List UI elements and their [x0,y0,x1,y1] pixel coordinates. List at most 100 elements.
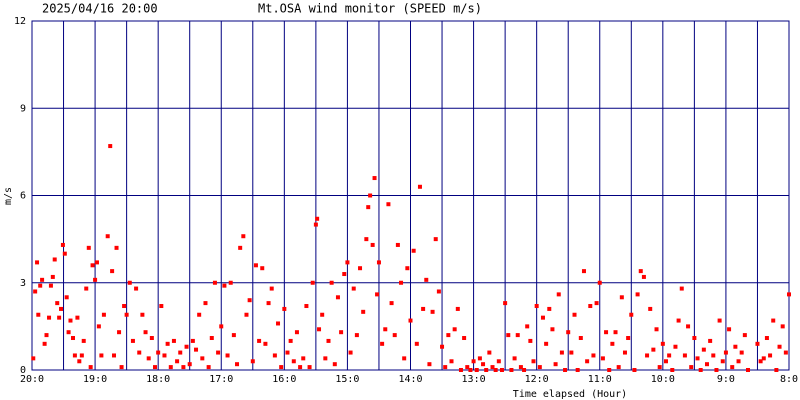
point [64,295,69,300]
point [679,286,684,291]
point [181,365,186,370]
point [57,315,62,320]
point [266,301,271,306]
point [556,292,561,297]
point [108,144,113,149]
point [411,248,416,253]
point [704,362,709,367]
point [490,365,495,370]
point [339,330,344,335]
point [59,306,64,311]
point [780,324,785,329]
point [159,304,164,309]
point [399,280,404,285]
point [711,353,716,358]
point [149,336,154,341]
point [645,353,650,358]
point [783,350,788,355]
point [358,266,363,271]
point [455,306,460,311]
point [156,350,161,355]
point [99,353,104,358]
point [563,368,568,372]
point [130,338,135,343]
point [372,176,377,181]
point [619,295,624,300]
point [522,368,527,372]
point [613,330,618,335]
point [329,280,334,285]
point [600,356,605,361]
point [310,280,315,285]
point [351,286,356,291]
point [335,295,340,300]
point [348,350,353,355]
point [651,347,656,352]
point [81,338,86,343]
point [298,365,303,370]
point [315,216,320,221]
point [241,234,246,239]
point [481,362,486,367]
x-tick-label: 16:0 [272,374,296,385]
point [585,359,590,364]
point [247,298,252,303]
point [635,292,640,297]
point [616,365,621,370]
point [162,353,167,358]
point [733,344,738,349]
point [272,353,277,358]
point [244,312,249,317]
point [477,356,482,361]
point [553,362,558,367]
point [175,359,180,364]
point [525,324,530,329]
point [71,336,76,341]
point [79,353,84,358]
point [626,336,631,341]
point [695,356,700,361]
point [572,312,577,317]
point [209,336,214,341]
point [323,356,328,361]
point [285,350,290,355]
point [468,368,473,372]
point [487,350,492,355]
point [35,260,40,265]
point [90,263,95,268]
point [559,350,564,355]
point [708,338,713,343]
point [165,341,170,346]
point [484,368,489,372]
point [75,315,80,320]
point [263,341,268,346]
point [31,356,36,361]
y-tick-label: 6 [20,191,26,202]
point [134,286,139,291]
point [72,353,77,358]
x-tick-label: 15:0 [335,374,359,385]
point [531,359,536,364]
point [313,222,318,227]
point [632,368,637,372]
point [686,324,691,329]
point [506,333,511,338]
point [550,327,555,332]
point [622,350,627,355]
point [228,280,233,285]
point [112,353,117,358]
x-tick-label: 14:0 [398,374,422,385]
point [68,318,73,323]
point [77,359,82,364]
point [291,359,296,364]
point [124,312,129,317]
point [282,306,287,311]
point [375,292,380,297]
point [493,368,498,372]
point [736,359,741,364]
point [361,309,366,314]
point [288,338,293,343]
point [212,280,217,285]
point [184,344,189,349]
point [436,289,441,294]
